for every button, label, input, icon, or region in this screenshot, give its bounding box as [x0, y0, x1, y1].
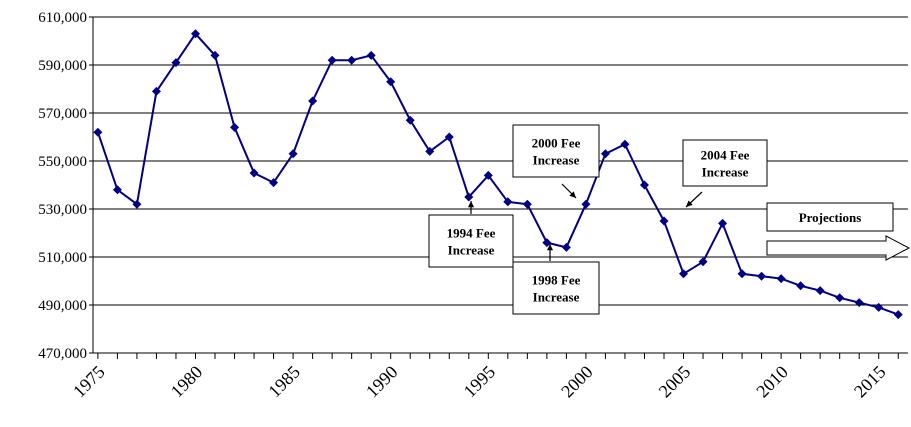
marker — [561, 242, 571, 252]
marker — [347, 55, 357, 65]
marker — [308, 96, 318, 106]
y-tick-label: 530,000 — [38, 202, 87, 218]
marker — [503, 197, 513, 207]
x-tick-label: 1990 — [362, 362, 402, 402]
annotation-box — [682, 139, 768, 187]
marker — [190, 29, 200, 39]
marker — [405, 115, 415, 125]
arrow-head — [686, 200, 693, 207]
y-tick-label: 590,000 — [38, 58, 87, 74]
x-tick-label: 1980 — [167, 362, 207, 402]
marker — [679, 269, 689, 279]
marker — [366, 50, 376, 60]
marker — [620, 139, 630, 149]
marker — [171, 58, 181, 68]
annotation-text: Increase — [702, 165, 749, 180]
arrow-head — [569, 191, 576, 198]
arrow-head — [467, 201, 475, 208]
arrow-head — [546, 244, 554, 251]
annotation-text: Projections — [799, 210, 862, 225]
marker — [230, 122, 240, 132]
marker — [522, 199, 532, 209]
marker — [639, 180, 649, 190]
marker — [210, 50, 220, 60]
marker — [269, 178, 279, 188]
marker — [288, 149, 298, 159]
marker — [444, 132, 454, 142]
marker — [93, 127, 103, 137]
marker — [815, 286, 825, 296]
marker — [112, 185, 122, 195]
marker — [854, 298, 864, 308]
marker — [249, 168, 259, 178]
x-tick-label: 2005 — [655, 362, 695, 402]
marker — [835, 293, 845, 303]
annotation-text: Increase — [533, 290, 580, 305]
marker — [327, 55, 337, 65]
marker — [386, 77, 396, 87]
annotation-text: 2004 Fee — [701, 148, 750, 163]
annotation-box — [512, 261, 600, 315]
marker — [600, 149, 610, 159]
y-tick-label: 610,000 — [38, 10, 87, 26]
x-tick-label: 1975 — [69, 362, 109, 402]
x-tick-label: 1995 — [460, 362, 500, 402]
y-tick-label: 490,000 — [38, 298, 87, 314]
marker — [464, 192, 474, 202]
marker — [659, 216, 669, 226]
x-tick-label: 2010 — [752, 362, 792, 402]
y-tick-label: 470,000 — [38, 346, 87, 362]
annotation-text: 1998 Fee — [532, 273, 581, 288]
annotation-text: 2000 Fee — [532, 136, 581, 151]
marker — [757, 271, 767, 281]
annotation-box — [766, 202, 894, 232]
marker — [776, 274, 786, 284]
annotation-text: Increase — [448, 243, 495, 258]
marker — [581, 199, 591, 209]
y-tick-label: 570,000 — [38, 106, 87, 122]
marker — [151, 86, 161, 96]
annotation-box — [428, 214, 514, 268]
marker — [542, 238, 552, 248]
y-tick-label: 550,000 — [38, 154, 87, 170]
y-tick-label: 510,000 — [38, 250, 87, 266]
marker — [796, 281, 806, 291]
annotation-text: 1994 Fee — [447, 226, 496, 241]
marker — [483, 170, 493, 180]
marker — [718, 218, 728, 228]
x-tick-label: 2015 — [850, 362, 890, 402]
annotation-text: Increase — [533, 153, 580, 168]
annotation-box — [512, 124, 600, 178]
projection-arrow — [766, 235, 911, 261]
marker — [132, 199, 142, 209]
marker — [893, 310, 903, 320]
marker — [874, 302, 884, 312]
x-tick-label: 2000 — [557, 362, 597, 402]
line — [96, 32, 899, 316]
marker — [698, 257, 708, 267]
marker — [737, 269, 747, 279]
x-tick-label: 1985 — [264, 362, 304, 402]
marker — [425, 146, 435, 156]
